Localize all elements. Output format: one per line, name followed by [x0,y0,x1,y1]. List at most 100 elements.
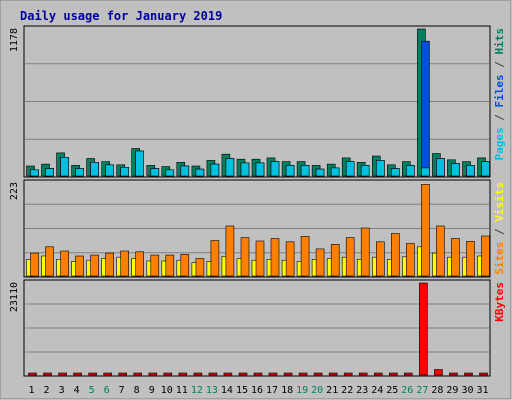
legend-entry: Hits [493,28,506,55]
bar-pages-day-16 [255,162,265,177]
legend-entry: KBytes [493,282,506,322]
panel-visits-sites: 223 Sites / Visits [9,179,506,278]
legend-entry: / [493,55,506,75]
bar-sites-day-17 [270,238,280,277]
x-tick-label-day-13: 13 [206,385,218,396]
x-tick-label-day-15: 15 [236,385,248,396]
bar-sites-day-3 [60,250,69,277]
bar-pages-day-4 [75,168,84,177]
bar-pages-day-19 [300,165,310,177]
bar-sites-day-31 [481,235,490,277]
x-tick-label-day-24: 24 [371,385,383,396]
bar-kbytes-day-4 [73,372,82,376]
bar-pages-day-12 [195,168,205,177]
bar-pages-day-22 [345,161,355,177]
x-tick-label-day-16: 16 [251,385,263,396]
bar-sites-day-22 [345,237,355,277]
bar-kbytes-day-26 [403,372,413,376]
bar-kbytes-day-30 [464,372,473,376]
bar-sites-day-20 [315,248,325,277]
x-tick-label-day-7: 7 [119,385,125,396]
legend-entry: Pages [493,127,506,160]
bar-pages-day-2 [45,168,54,177]
bar-kbytes-day-16 [253,372,263,376]
bar-sites-day-27 [421,184,430,277]
bar-kbytes-day-19 [298,372,308,376]
bar-pages-day-23 [360,165,370,177]
bar-sites-day-28 [436,225,445,277]
bar-pages-day-27 [421,167,430,177]
bar-sites-day-24 [375,241,385,277]
bar-sites-day-26 [405,243,415,277]
bar-sites-day-11 [180,254,190,277]
bar-pages-day-25 [390,168,400,177]
bar-pages-day-18 [285,165,295,177]
x-tick-label-day-11: 11 [176,385,188,396]
x-tick-label-day-29: 29 [446,385,458,396]
bar-sites-day-6 [105,252,114,277]
bar-kbytes-day-6 [103,372,112,376]
x-tick-label-day-10: 10 [161,385,173,396]
bar-sites-day-15 [240,237,250,277]
bar-kbytes-day-9 [148,372,158,376]
x-tick-label-day-26: 26 [401,385,413,396]
panel-legend: Pages / Files / Hits [493,28,506,161]
panel-max-label: 1178 [9,28,20,52]
bar-kbytes-day-27 [419,282,428,376]
panel-max-label: 23110 [9,282,20,312]
bar-pages-day-7 [120,167,129,177]
bar-pages-day-9 [150,168,160,177]
bar-pages-day-17 [270,161,280,177]
legend-entry: Files [493,74,506,107]
x-tick-labels: 1 2 3 4 5 6 7 8 9 10 11 12 13 14 15 16 17 18 19 20 21 22 23 24 2… [28,385,488,396]
bar-sites-day-18 [285,241,295,277]
x-tick-label-day-8: 8 [134,385,140,396]
bar-kbytes-day-24 [373,372,383,376]
bar-kbytes-day-11 [178,372,188,376]
x-tick-label-day-18: 18 [281,385,293,396]
bar-kbytes-day-15 [238,372,248,376]
bar-sites-day-16 [255,240,265,277]
bar-sites-day-25 [390,233,400,277]
bar-sites-day-29 [451,238,460,277]
bar-pages-day-14 [225,158,235,177]
x-tick-label-day-6: 6 [104,385,110,396]
x-tick-label-day-1: 1 [28,385,34,396]
bar-pages-day-24 [375,160,385,177]
bar-sites-day-14 [225,225,235,277]
bar-pages-day-6 [105,164,114,177]
bar-sites-day-12 [195,258,205,277]
panel-kbytes: 23110 KBytes [9,279,506,377]
panel-legend: KBytes [493,282,506,322]
bar-pages-day-20 [315,168,325,177]
bar-kbytes-day-10 [163,372,173,376]
bar-pages-day-3 [60,157,69,177]
bar-pages-day-5 [90,162,99,177]
bar-kbytes-day-7 [118,372,127,376]
x-tick-label-day-30: 30 [461,385,473,396]
bar-kbytes-day-31 [479,372,488,376]
bar-pages-day-30 [466,165,475,177]
x-tick-label-day-20: 20 [311,385,323,396]
bar-sites-day-7 [120,250,129,277]
bar-kbytes-day-5 [88,372,97,376]
bar-kbytes-day-1 [28,372,37,376]
bar-sites-day-23 [360,227,370,277]
bar-sites-day-2 [45,246,54,277]
bar-sites-day-8 [135,251,144,277]
bar-pages-day-10 [165,169,175,177]
bar-sites-day-5 [90,254,99,277]
bar-files-day-27 [421,40,430,177]
x-tick-label-day-2: 2 [43,385,49,396]
x-tick-label-day-5: 5 [89,385,95,396]
bar-sites-day-30 [466,241,475,277]
panel-hits-files-pages: 1178 Pages / Files / Hits [9,25,506,178]
panel-legend: Sites / Visits [493,182,506,275]
x-tick-label-day-3: 3 [59,385,65,396]
bar-kbytes-day-25 [388,372,398,376]
bar-pages-day-31 [481,161,490,177]
bar-kbytes-day-17 [268,372,278,376]
bar-kbytes-day-13 [208,372,218,376]
bar-kbytes-day-18 [283,372,293,376]
